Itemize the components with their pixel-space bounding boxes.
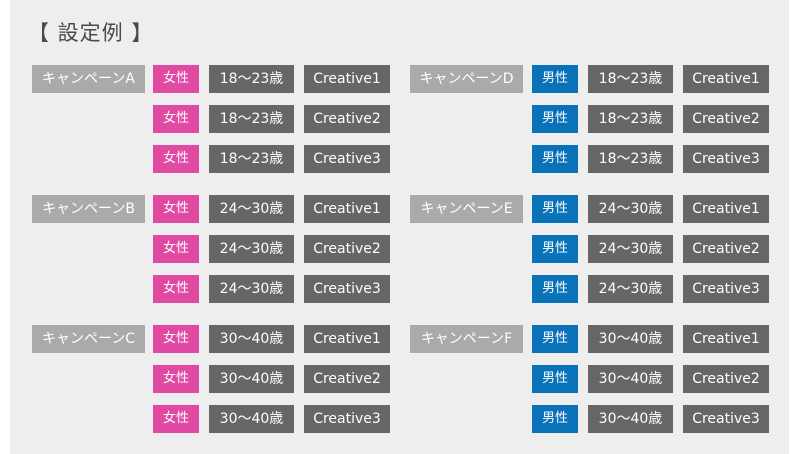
creative-label: Creative3: [304, 405, 390, 433]
creative-label: Creative3: [304, 145, 390, 173]
age-range: 24〜30歳: [588, 275, 673, 303]
age-range: 18〜23歳: [588, 145, 673, 173]
creative-label: Creative2: [683, 105, 769, 133]
age-range: 24〜30歳: [209, 275, 294, 303]
creative-label: Creative1: [304, 325, 390, 353]
gender-tag: 男性: [532, 365, 578, 393]
gender-tag: 女性: [153, 275, 199, 303]
age-range: 18〜23歳: [588, 105, 673, 133]
gender-tag: 女性: [153, 235, 199, 263]
gender-tag: 女性: [153, 65, 199, 93]
age-range: 18〜23歳: [588, 65, 673, 93]
creative-label: Creative1: [683, 325, 769, 353]
age-range: 30〜40歳: [209, 325, 294, 353]
campaign-label-d: キャンペーンD: [410, 65, 523, 93]
age-range: 18〜23歳: [209, 145, 294, 173]
age-range: 18〜23歳: [209, 65, 294, 93]
age-range: 24〜30歳: [209, 195, 294, 223]
gender-tag: 女性: [153, 145, 199, 173]
creative-label: Creative3: [683, 405, 769, 433]
gender-tag: 男性: [532, 325, 578, 353]
campaign-label-a: キャンペーンA: [32, 65, 145, 93]
gender-tag: 女性: [153, 195, 199, 223]
creative-label: Creative1: [304, 195, 390, 223]
campaign-label-e: キャンペーンE: [410, 195, 523, 223]
gender-tag: 男性: [532, 275, 578, 303]
creative-label: Creative1: [304, 65, 390, 93]
age-range: 30〜40歳: [588, 365, 673, 393]
campaign-label-b: キャンペーンB: [32, 195, 145, 223]
creative-label: Creative2: [683, 235, 769, 263]
gender-tag: 男性: [532, 235, 578, 263]
age-range: 30〜40歳: [209, 405, 294, 433]
age-range: 30〜40歳: [209, 365, 294, 393]
creative-label: Creative1: [683, 65, 769, 93]
age-range: 18〜23歳: [209, 105, 294, 133]
gender-tag: 女性: [153, 105, 199, 133]
creative-label: Creative3: [683, 145, 769, 173]
gender-tag: 女性: [153, 405, 199, 433]
age-range: 24〜30歳: [588, 235, 673, 263]
creative-label: Creative2: [304, 365, 390, 393]
creative-label: Creative2: [304, 105, 390, 133]
campaign-label-f: キャンペーンF: [410, 325, 523, 353]
creative-label: Creative3: [683, 275, 769, 303]
gender-tag: 女性: [153, 365, 199, 393]
gender-tag: 女性: [153, 325, 199, 353]
age-range: 24〜30歳: [209, 235, 294, 263]
gender-tag: 男性: [532, 145, 578, 173]
age-range: 24〜30歳: [588, 195, 673, 223]
settings-example-panel: 【 設定例 】 キャンペーンA 女性 18〜23歳 Creative1 女性 1…: [10, 0, 789, 454]
creative-label: Creative2: [304, 235, 390, 263]
gender-tag: 男性: [532, 405, 578, 433]
age-range: 30〜40歳: [588, 405, 673, 433]
campaign-label-c: キャンペーンC: [32, 325, 145, 353]
page-title: 【 設定例 】: [28, 21, 154, 45]
gender-tag: 男性: [532, 105, 578, 133]
gender-tag: 男性: [532, 65, 578, 93]
age-range: 30〜40歳: [588, 325, 673, 353]
gender-tag: 男性: [532, 195, 578, 223]
creative-label: Creative1: [683, 195, 769, 223]
creative-label: Creative3: [304, 275, 390, 303]
creative-label: Creative2: [683, 365, 769, 393]
